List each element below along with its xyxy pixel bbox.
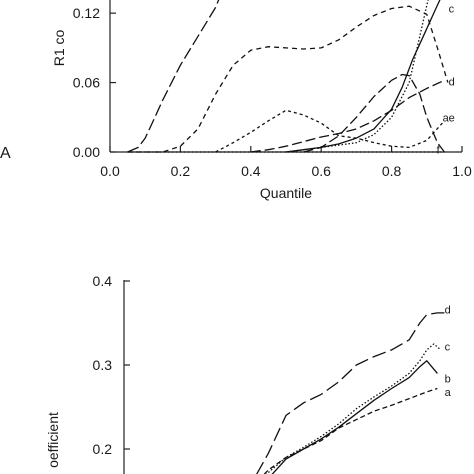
bottom-curve-label-a: a (445, 387, 452, 399)
panel-letter-a: A (0, 145, 11, 162)
top-y-tick-label: 0.00 (73, 144, 100, 160)
top-curve-label-e: e (449, 112, 455, 124)
top-curve-7 (285, 0, 441, 153)
bottom-curve-b (271, 360, 438, 474)
top-curve-e (215, 109, 445, 153)
bottom-y-axis-title: oefficient (45, 412, 61, 468)
top-x-tick-label: 0.0 (100, 163, 120, 179)
top-curve-d (250, 79, 445, 153)
top-chart-panel: 0.0 0.2 0.4 0.6 0.8 1.0 0.00 0.06 0.12 a c d e f A R… (0, 0, 472, 201)
top-x-tick-label: 0.2 (171, 163, 191, 179)
bottom-y-tick-label: 0.2 (93, 441, 113, 457)
bottom-curve-label-b: b (445, 373, 451, 385)
top-curve-labels: a c d e f (437, 4, 455, 157)
bottom-curve-label-d: d (445, 305, 451, 317)
bottom-axis-ticks: 0.4 0.3 0.2 (93, 273, 130, 457)
top-x-tick-label: 0.6 (311, 163, 331, 179)
bottom-chart-panel: 0.4 0.3 0.2 ab c d oefficient (45, 273, 452, 474)
top-curve-label-d: d (449, 76, 455, 88)
bottom-curve-c (265, 343, 442, 474)
bottom-y-tick-label: 0.3 (93, 357, 113, 373)
bottom-curves (256, 312, 445, 474)
top-curve-c (127, 5, 449, 153)
top-curve-b (285, 0, 429, 153)
top-curve-label-a: a (443, 112, 450, 124)
top-curve-label-c: c (449, 4, 455, 16)
bottom-curve-a (263, 387, 438, 474)
top-x-tick-label: 0.4 (241, 163, 261, 179)
top-y-axis-title: R1 co (51, 30, 67, 67)
top-curve-label-f: f (437, 145, 441, 157)
top-curve-6 (303, 73, 445, 153)
top-x-tick-label: 0.8 (382, 163, 402, 179)
top-y-tick-label: 0.12 (73, 5, 100, 21)
bottom-y-tick-label: 0.4 (93, 273, 113, 289)
top-curve-f (127, 0, 220, 153)
top-axis-ticks: 0.0 0.2 0.4 0.6 0.8 1.0 0.00 0.06 0.12 (73, 5, 472, 179)
bottom-curve-label-c: c (445, 342, 451, 354)
bottom-curve-labels: ab c d (445, 305, 452, 399)
top-x-tick-label: 1.0 (452, 163, 472, 179)
top-x-axis-title: Quantile (260, 185, 312, 201)
top-curves (127, 0, 449, 153)
top-y-tick-label: 0.06 (73, 75, 100, 91)
bottom-curve-d (256, 312, 445, 474)
